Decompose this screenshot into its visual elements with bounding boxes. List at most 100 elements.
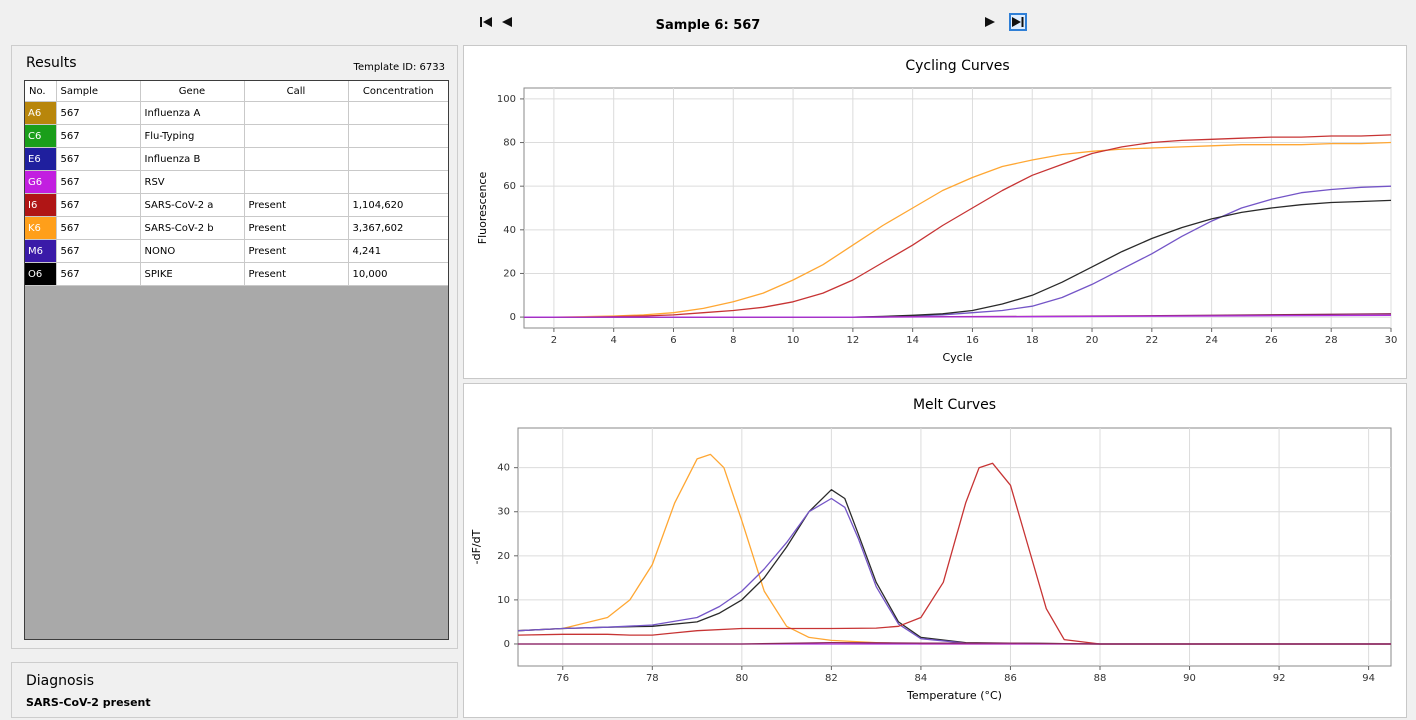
concentration-cell: 4,241	[348, 239, 448, 263]
x-tick-label: 84	[915, 673, 928, 684]
sample-navigation: Sample 6: 567	[0, 0, 1416, 44]
y-tick-label: 20	[497, 551, 510, 562]
x-tick-label: 16	[966, 335, 979, 346]
series-line	[524, 314, 1392, 318]
x-tick-label: 26	[1265, 335, 1278, 346]
call-cell: Present	[244, 216, 349, 240]
x-tick-label: 28	[1325, 335, 1338, 346]
sample-cell: 567	[56, 147, 141, 171]
column-header-call[interactable]: Call	[244, 81, 349, 102]
series-line	[524, 141, 1392, 318]
well-cell: M6	[25, 239, 57, 263]
play-previous-icon	[502, 17, 512, 27]
sample-cell: 567	[56, 170, 141, 194]
x-tick-label: 76	[556, 673, 569, 684]
column-header-gene[interactable]: Gene	[140, 81, 245, 102]
table-row[interactable]: E6 567 Influenza B	[25, 147, 448, 171]
x-axis-label: Cycle	[942, 351, 972, 364]
call-cell: Present	[244, 193, 349, 217]
sample-title: Sample 6: 567	[655, 18, 761, 33]
first-sample-button[interactable]	[477, 13, 495, 31]
y-tick-label: 80	[503, 138, 516, 149]
diagnosis-panel: Diagnosis SARS-CoV-2 present	[11, 662, 458, 718]
x-tick-label: 78	[646, 673, 659, 684]
table-row[interactable]: O6 567 SPIKE Present 10,000	[25, 262, 448, 286]
y-tick-label: 100	[497, 94, 516, 105]
table-row[interactable]: C6 567 Flu-Typing	[25, 124, 448, 148]
well-cell: A6	[25, 101, 57, 125]
sample-cell: 567	[56, 124, 141, 148]
table-header-row: No. Sample Gene Call Concentration	[25, 81, 448, 102]
diagnosis-title: Diagnosis	[26, 673, 95, 689]
table-row[interactable]: M6 567 NONO Present 4,241	[25, 239, 448, 263]
gene-cell: RSV	[140, 170, 245, 194]
sample-cell: 567	[56, 193, 141, 217]
x-tick-label: 80	[735, 673, 748, 684]
well-cell: O6	[25, 262, 57, 286]
call-cell: Present	[244, 262, 349, 286]
x-tick-label: 8	[730, 335, 736, 346]
x-tick-label: 6	[670, 335, 676, 346]
x-tick-label: 24	[1205, 335, 1218, 346]
x-tick-label: 92	[1273, 673, 1286, 684]
gene-cell: SPIKE	[140, 262, 245, 286]
column-header-no[interactable]: No.	[25, 81, 57, 102]
diagnosis-text: SARS-CoV-2 present	[26, 696, 151, 709]
results-panel: Results Template ID: 6733 No. Sample Gen…	[11, 45, 458, 649]
series-line	[524, 134, 1392, 318]
gene-cell: Influenza A	[140, 101, 245, 125]
gene-cell: NONO	[140, 239, 245, 263]
next-sample-button[interactable]	[981, 13, 999, 31]
y-tick-label: 40	[503, 225, 516, 236]
results-title: Results	[26, 55, 77, 71]
concentration-cell	[348, 170, 448, 194]
call-cell	[244, 147, 349, 171]
last-sample-button[interactable]	[1009, 13, 1027, 31]
x-axis-label: Temperature (°C)	[906, 689, 1002, 702]
melt-curves-panel: Melt Curves 76 78 80 82 84 86 88 90 92 94 0 10 20 30 40…	[463, 383, 1407, 718]
x-tick-label: 88	[1094, 673, 1107, 684]
column-header-concentration[interactable]: Concentration	[348, 81, 448, 102]
x-tick-label: 4	[611, 335, 617, 346]
results-table: No. Sample Gene Call Concentration A6 567…	[25, 81, 448, 286]
y-tick-label: 10	[497, 595, 510, 606]
x-tick-label: 90	[1183, 673, 1196, 684]
table-row[interactable]: K6 567 SARS-CoV-2 b Present 3,367,602	[25, 216, 448, 240]
concentration-cell	[348, 101, 448, 125]
skip-first-icon	[480, 17, 492, 27]
gene-cell: SARS-CoV-2 b	[140, 216, 245, 240]
cycling-curves-panel: Cycling Curves 2 4 6 8 10 12 14 16 18 20 22 24 26 28 30…	[463, 45, 1407, 379]
series-line	[518, 641, 1391, 645]
y-tick-label: 0	[510, 312, 516, 323]
well-cell: K6	[25, 216, 57, 240]
well-cell: G6	[25, 170, 57, 194]
x-tick-label: 22	[1145, 335, 1158, 346]
x-tick-label: 86	[1004, 673, 1017, 684]
x-tick-label: 20	[1086, 335, 1099, 346]
series-line	[517, 497, 1391, 645]
x-tick-label: 2	[551, 335, 557, 346]
table-row[interactable]: A6 567 Influenza A	[25, 101, 448, 125]
sample-cell: 567	[56, 101, 141, 125]
table-row[interactable]: I6 567 SARS-CoV-2 a Present 1,104,620	[25, 193, 448, 217]
gene-cell: Flu-Typing	[140, 124, 245, 148]
chart-title: Cycling Curves	[905, 58, 1009, 74]
y-tick-label: 60	[503, 181, 516, 192]
column-header-sample[interactable]: Sample	[56, 81, 141, 102]
sample-cell: 567	[56, 262, 141, 286]
table-row[interactable]: G6 567 RSV	[25, 170, 448, 194]
concentration-cell: 1,104,620	[348, 193, 448, 217]
sample-cell: 567	[56, 216, 141, 240]
call-cell	[244, 101, 349, 125]
y-axis-label: Fluorescence	[476, 172, 489, 245]
call-cell	[244, 170, 349, 194]
call-cell: Present	[244, 239, 349, 263]
x-tick-label: 18	[1026, 335, 1039, 346]
plot-area	[523, 87, 1392, 329]
y-tick-label: 30	[497, 507, 510, 518]
results-grid[interactable]: No. Sample Gene Call Concentration A6 567…	[24, 80, 449, 640]
call-cell	[244, 124, 349, 148]
melt-curves-chart: Melt Curves 76 78 80 82 84 86 88 90 92 94 0 10 20 30 40…	[470, 397, 1392, 702]
previous-sample-button[interactable]	[498, 13, 516, 31]
